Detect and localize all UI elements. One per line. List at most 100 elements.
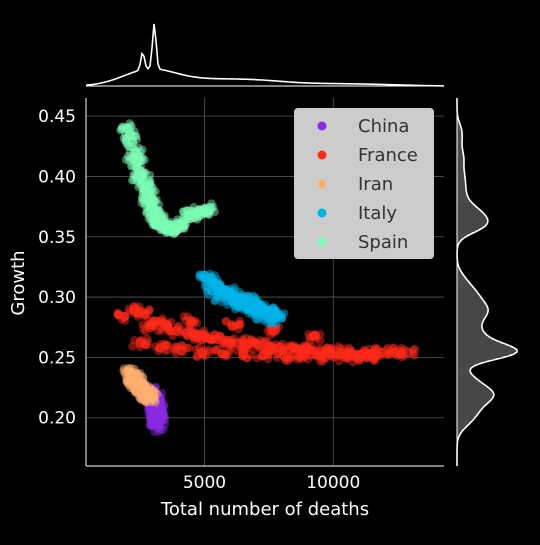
density-point xyxy=(207,279,216,289)
density-point xyxy=(124,380,133,390)
density-point xyxy=(185,321,194,330)
density-point xyxy=(252,353,262,363)
density-point xyxy=(122,373,131,382)
density-point xyxy=(251,337,260,346)
density-point xyxy=(410,344,420,354)
density-point xyxy=(288,349,297,358)
density-point xyxy=(252,294,261,303)
density-point xyxy=(219,336,228,345)
density-point xyxy=(371,343,381,352)
density-point xyxy=(272,353,282,362)
density-point xyxy=(131,172,141,181)
density-point xyxy=(137,193,147,202)
density-point xyxy=(121,136,130,145)
density-point xyxy=(221,350,230,359)
density-point xyxy=(145,189,155,198)
density-point xyxy=(143,180,153,189)
density-point xyxy=(225,288,234,297)
density-point xyxy=(272,319,281,328)
density-point xyxy=(174,321,183,331)
density-point xyxy=(243,295,252,304)
density-point xyxy=(397,352,406,362)
data-point xyxy=(176,345,186,355)
density-point xyxy=(196,328,206,337)
density-point xyxy=(145,414,155,423)
density-point xyxy=(149,322,158,331)
y-tick-label: 0.20 xyxy=(38,409,76,429)
data-point xyxy=(279,351,290,361)
data-point xyxy=(119,311,130,322)
density-point xyxy=(147,211,156,221)
top-kde-curve xyxy=(85,23,445,87)
density-point xyxy=(148,183,157,192)
density-point xyxy=(161,319,171,328)
density-point xyxy=(199,271,208,280)
density-point xyxy=(246,350,255,360)
density-point xyxy=(295,353,305,362)
density-point xyxy=(167,327,176,336)
density-point xyxy=(154,397,164,407)
density-point xyxy=(354,356,363,365)
data-point xyxy=(269,326,279,336)
density-point xyxy=(228,293,238,302)
density-point xyxy=(137,392,146,401)
density-point xyxy=(259,339,268,348)
data-point xyxy=(295,345,305,355)
density-point xyxy=(227,335,236,345)
density-point xyxy=(145,201,155,210)
density-point xyxy=(141,398,151,407)
density-point xyxy=(271,315,281,324)
density-point xyxy=(153,401,162,410)
top-marginal-kde xyxy=(85,23,445,87)
density-point xyxy=(385,349,394,358)
density-point xyxy=(293,353,303,362)
density-point xyxy=(398,349,407,358)
density-point xyxy=(234,302,243,312)
density-point xyxy=(162,340,172,350)
density-point xyxy=(150,386,159,396)
density-point xyxy=(133,312,142,322)
density-point xyxy=(297,354,307,364)
density-point xyxy=(178,341,187,351)
data-point xyxy=(171,326,181,336)
data-point xyxy=(238,349,248,359)
density-point xyxy=(124,379,134,388)
density-point xyxy=(119,122,129,132)
data-point xyxy=(135,338,145,348)
density-point xyxy=(217,297,226,307)
density-point xyxy=(139,307,148,317)
density-point xyxy=(244,304,254,313)
density-point xyxy=(269,346,279,355)
density-point xyxy=(155,419,164,429)
density-point xyxy=(159,217,169,227)
density-point xyxy=(370,344,380,354)
density-point xyxy=(185,324,194,333)
density-point xyxy=(264,351,273,360)
density-point xyxy=(343,354,353,364)
density-point xyxy=(267,341,276,351)
right-marginal-histogram xyxy=(456,97,518,466)
density-point xyxy=(231,321,240,331)
density-point xyxy=(227,340,236,349)
density-point xyxy=(126,123,135,132)
density-point xyxy=(316,351,325,360)
series-iran xyxy=(119,363,162,407)
density-point xyxy=(156,225,166,235)
density-point xyxy=(136,391,146,400)
density-point xyxy=(133,309,142,318)
density-point xyxy=(136,394,145,403)
density-point xyxy=(135,302,144,311)
density-point xyxy=(143,404,152,414)
density-point xyxy=(145,420,155,430)
density-point xyxy=(235,316,244,326)
density-point xyxy=(136,176,146,185)
density-point xyxy=(286,341,295,350)
density-point xyxy=(143,186,153,195)
density-point xyxy=(164,327,173,336)
density-point xyxy=(265,324,275,333)
density-point xyxy=(208,277,218,286)
density-point xyxy=(255,336,265,345)
density-point xyxy=(259,306,268,315)
density-point xyxy=(127,162,136,171)
